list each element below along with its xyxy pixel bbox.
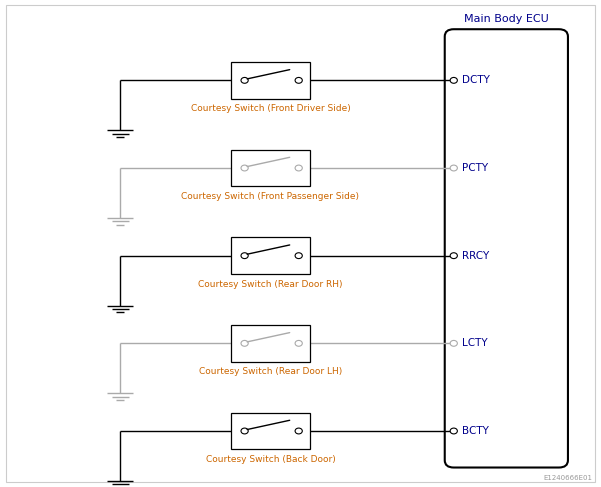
Circle shape: [295, 428, 302, 434]
FancyBboxPatch shape: [445, 29, 568, 468]
Circle shape: [450, 428, 457, 434]
Circle shape: [295, 253, 302, 259]
Text: Courtesy Switch (Front Passenger Side): Courtesy Switch (Front Passenger Side): [182, 192, 359, 201]
Circle shape: [295, 165, 302, 171]
Bar: [231, 238, 310, 274]
Circle shape: [241, 428, 248, 434]
Bar: [231, 412, 310, 449]
Bar: [231, 325, 310, 361]
Circle shape: [450, 165, 457, 171]
Text: BCTY: BCTY: [462, 426, 489, 436]
Circle shape: [241, 77, 248, 83]
Text: RRCY: RRCY: [462, 251, 489, 261]
Text: Courtesy Switch (Back Door): Courtesy Switch (Back Door): [206, 455, 335, 464]
Circle shape: [241, 165, 248, 171]
Text: DCTY: DCTY: [462, 75, 489, 85]
Circle shape: [450, 77, 457, 83]
Circle shape: [450, 253, 457, 259]
Text: Courtesy Switch (Rear Door LH): Courtesy Switch (Rear Door LH): [199, 367, 342, 376]
Circle shape: [241, 253, 248, 259]
Circle shape: [295, 77, 302, 83]
Text: LCTY: LCTY: [462, 338, 487, 348]
Bar: [231, 150, 310, 186]
Text: PCTY: PCTY: [462, 163, 487, 173]
Circle shape: [295, 340, 302, 346]
Text: Courtesy Switch (Rear Door RH): Courtesy Switch (Rear Door RH): [198, 280, 343, 289]
Text: Courtesy Switch (Front Driver Side): Courtesy Switch (Front Driver Side): [191, 105, 350, 113]
Text: Main Body ECU: Main Body ECU: [464, 14, 549, 24]
Circle shape: [241, 340, 248, 346]
Text: E1240666E01: E1240666E01: [543, 475, 592, 481]
Bar: [231, 62, 310, 98]
Circle shape: [450, 340, 457, 346]
